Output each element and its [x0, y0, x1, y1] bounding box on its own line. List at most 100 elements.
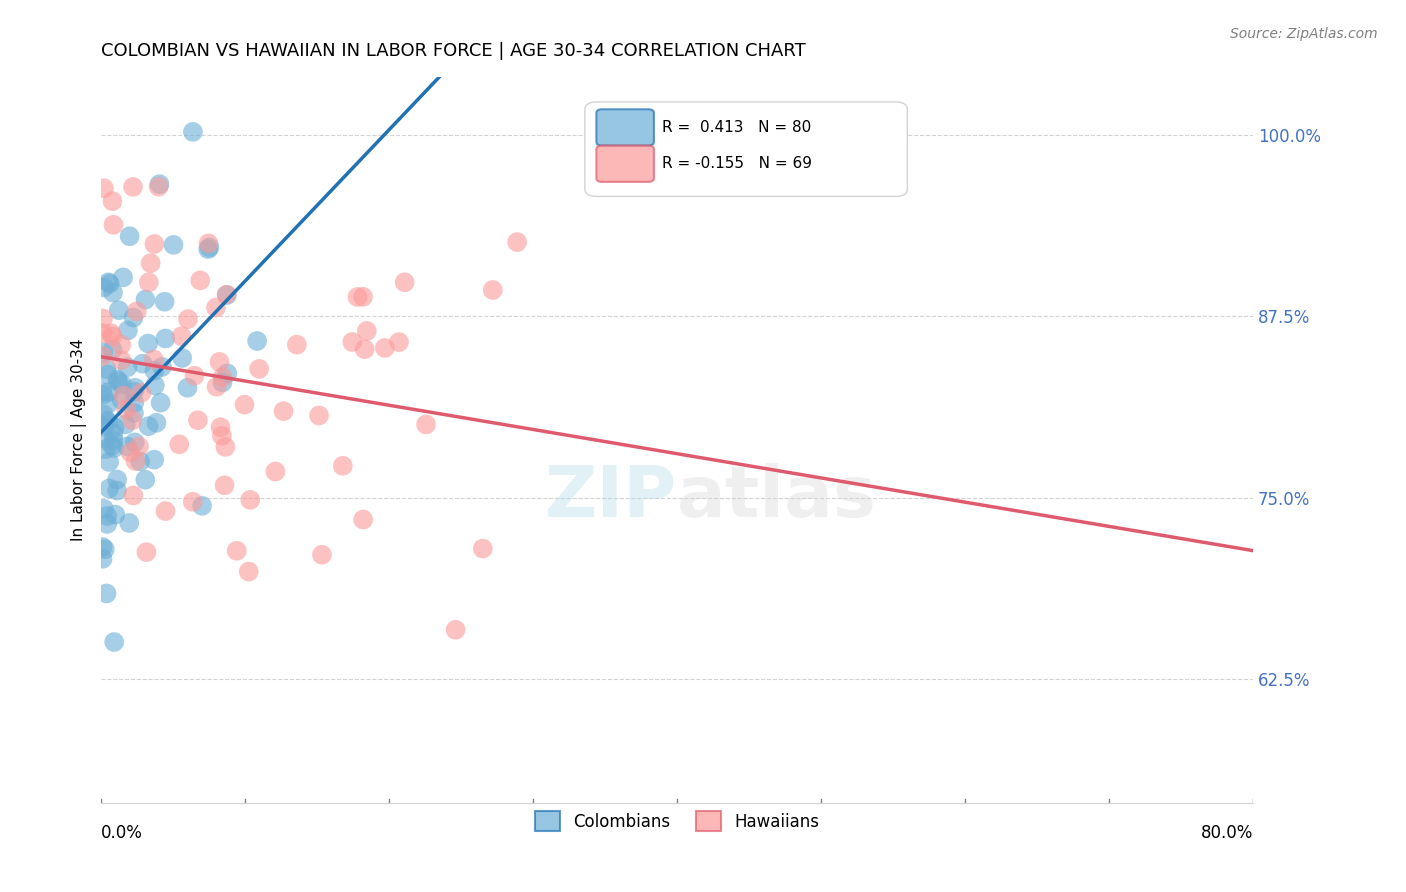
Colombians [138, 419, 160, 434]
Hawaiians [214, 440, 236, 454]
Colombians [93, 280, 115, 294]
Hawaiians [120, 445, 142, 459]
Colombians [198, 240, 221, 254]
Hawaiians [247, 361, 270, 376]
Colombians [98, 277, 121, 291]
Colombians [94, 542, 117, 557]
Hawaiians [101, 194, 124, 209]
Colombians [118, 229, 141, 244]
Colombians [91, 540, 114, 554]
Hawaiians [187, 413, 209, 427]
Hawaiians [415, 417, 437, 432]
Colombians [118, 516, 141, 530]
Text: R = -0.155   N = 69: R = -0.155 N = 69 [662, 156, 813, 171]
Colombians [101, 343, 124, 357]
Colombians [107, 373, 129, 387]
Text: Source: ZipAtlas.com: Source: ZipAtlas.com [1230, 27, 1378, 41]
Hawaiians [388, 335, 411, 350]
Colombians [91, 345, 114, 359]
Hawaiians [142, 352, 165, 367]
Legend: Colombians, Hawaiians: Colombians, Hawaiians [529, 805, 825, 838]
Hawaiians [128, 440, 150, 454]
Hawaiians [110, 353, 132, 368]
Colombians [124, 435, 146, 450]
Hawaiians [197, 236, 219, 251]
Hawaiians [239, 492, 262, 507]
Colombians [93, 408, 115, 422]
Text: atlas: atlas [676, 463, 877, 533]
Hawaiians [135, 545, 157, 559]
Hawaiians [346, 290, 368, 304]
Colombians [94, 413, 117, 427]
Colombians [124, 381, 146, 395]
Colombians [96, 586, 118, 600]
Hawaiians [148, 179, 170, 194]
Hawaiians [205, 380, 228, 394]
Colombians [181, 125, 204, 139]
Hawaiians [181, 495, 204, 509]
Colombians [155, 331, 177, 345]
Colombians [134, 473, 156, 487]
Colombians [111, 377, 134, 392]
Hawaiians [121, 413, 143, 427]
Hawaiians [209, 420, 232, 434]
Hawaiians [167, 437, 190, 451]
Hawaiians [91, 349, 114, 363]
Hawaiians [103, 218, 125, 232]
Colombians [103, 441, 125, 455]
Colombians [246, 334, 269, 348]
Colombians [98, 482, 121, 496]
Colombians [114, 417, 136, 432]
Colombians [115, 439, 138, 453]
Hawaiians [208, 355, 231, 369]
Hawaiians [101, 329, 124, 343]
Colombians [122, 396, 145, 410]
Colombians [105, 483, 128, 498]
Colombians [103, 635, 125, 649]
FancyBboxPatch shape [596, 145, 654, 182]
Colombians [91, 419, 114, 434]
Hawaiians [214, 478, 236, 492]
Colombians [93, 501, 115, 516]
Hawaiians [138, 276, 160, 290]
Hawaiians [211, 370, 233, 384]
Colombians [162, 238, 184, 252]
Colombians [101, 285, 124, 300]
FancyBboxPatch shape [596, 109, 654, 145]
Colombians [93, 432, 115, 446]
Hawaiians [273, 404, 295, 418]
Hawaiians [112, 388, 135, 402]
Colombians [94, 442, 117, 457]
Colombians [104, 508, 127, 522]
Colombians [191, 499, 214, 513]
Hawaiians [285, 337, 308, 351]
Text: 80.0%: 80.0% [1201, 824, 1253, 843]
FancyBboxPatch shape [585, 102, 907, 196]
Colombians [117, 323, 139, 337]
Hawaiians [139, 256, 162, 270]
Colombians [145, 416, 167, 430]
Hawaiians [482, 283, 505, 297]
Colombians [96, 516, 118, 531]
Colombians [197, 242, 219, 256]
Hawaiians [188, 273, 211, 287]
Hawaiians [444, 623, 467, 637]
Text: COLOMBIAN VS HAWAIIAN IN LABOR FORCE | AGE 30-34 CORRELATION CHART: COLOMBIAN VS HAWAIIAN IN LABOR FORCE | A… [101, 42, 806, 60]
Hawaiians [215, 287, 238, 301]
Colombians [129, 454, 152, 468]
Colombians [103, 426, 125, 441]
Colombians [131, 357, 153, 371]
Hawaiians [225, 543, 247, 558]
Hawaiians [394, 275, 416, 289]
Hawaiians [352, 290, 374, 304]
Colombians [172, 351, 194, 365]
Colombians [105, 473, 128, 487]
Colombians [91, 388, 114, 402]
Colombians [153, 294, 176, 309]
Hawaiians [129, 385, 152, 400]
Colombians [112, 270, 135, 285]
Text: R =  0.413   N = 80: R = 0.413 N = 80 [662, 120, 811, 135]
Colombians [108, 303, 131, 318]
Colombians [103, 434, 125, 448]
Colombians [91, 385, 114, 400]
